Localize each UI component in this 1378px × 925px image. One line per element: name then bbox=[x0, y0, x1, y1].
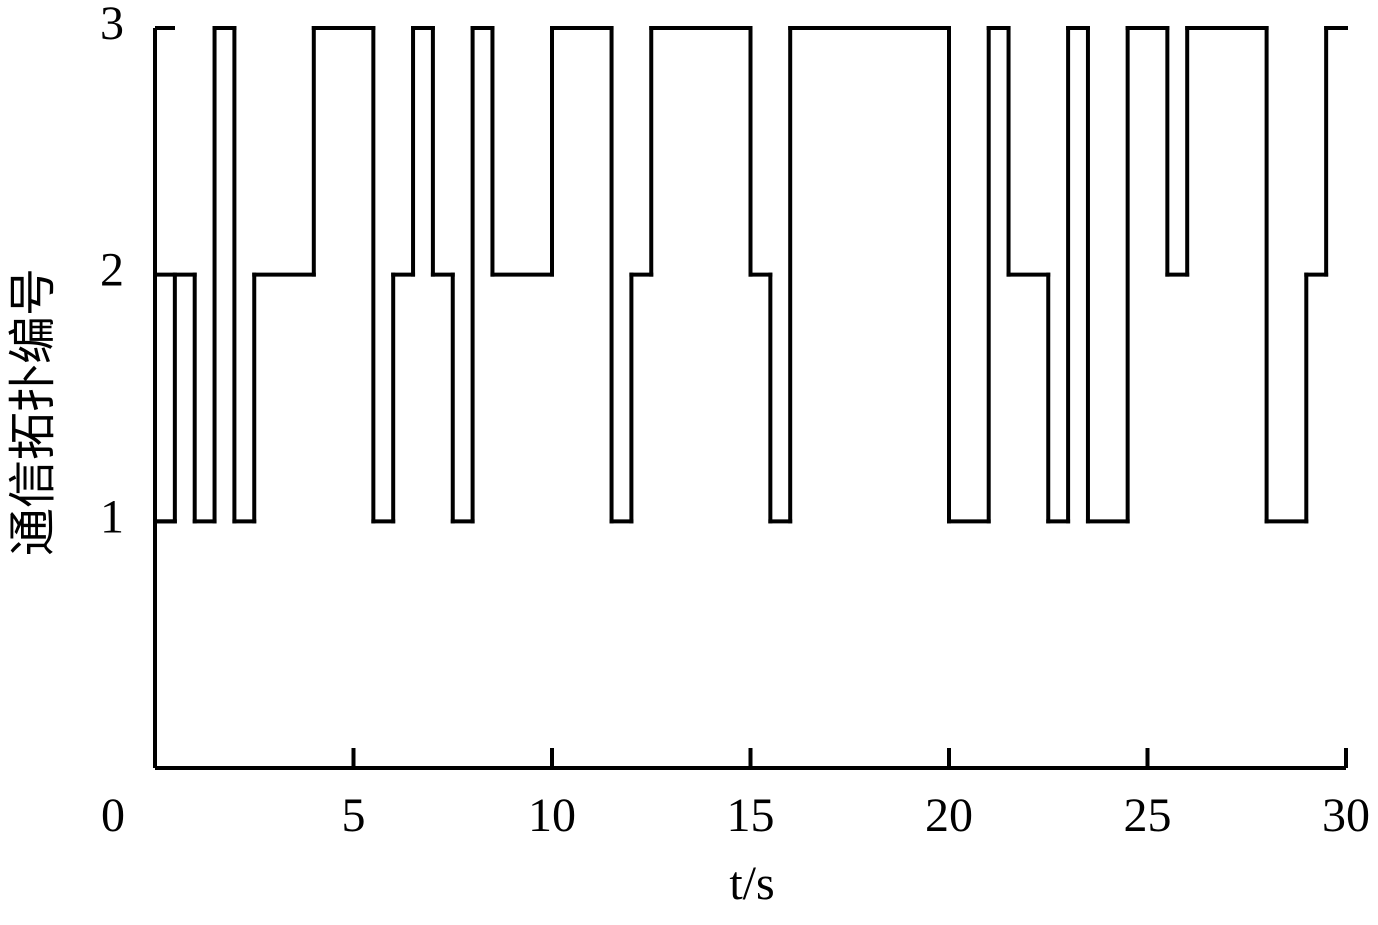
y-tick-label: 2 bbox=[100, 244, 124, 297]
y-tick-label: 3 bbox=[100, 0, 124, 50]
x-tick-label: 15 bbox=[727, 789, 775, 842]
y-axis-label: 通信拓扑编号 bbox=[7, 268, 60, 556]
y-tick-label: 1 bbox=[100, 490, 124, 543]
x-tick-label: 0 bbox=[101, 789, 125, 842]
x-tick-label: 20 bbox=[925, 789, 973, 842]
x-tick-label: 30 bbox=[1322, 789, 1370, 842]
x-tick-label: 10 bbox=[528, 789, 576, 842]
x-tick-label: 25 bbox=[1124, 789, 1172, 842]
x-axis-label: t/s bbox=[729, 857, 774, 910]
x-tick-label: 5 bbox=[342, 789, 366, 842]
